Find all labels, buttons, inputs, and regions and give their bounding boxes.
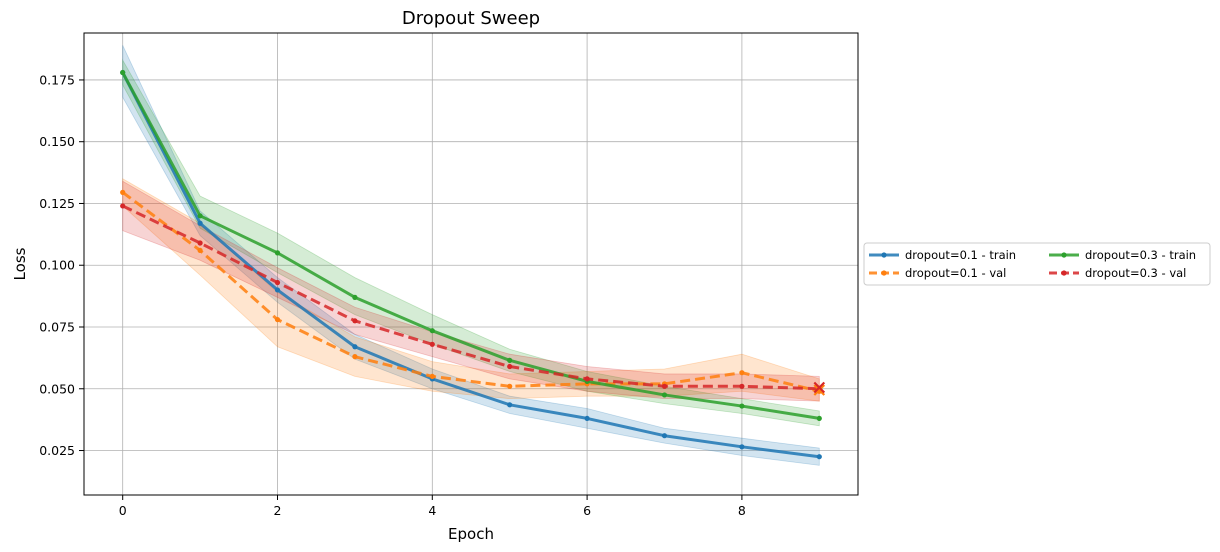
series-point-1 <box>120 189 126 195</box>
series-point-0 <box>197 220 203 226</box>
legend-marker-2 <box>1061 252 1067 258</box>
series-point-2 <box>197 213 203 219</box>
y-tick-label: 0.025 <box>39 443 75 458</box>
series-band-1 <box>122 178 820 402</box>
series-point-0 <box>274 287 281 293</box>
series-point-3 <box>352 318 358 324</box>
y-tick-label: 0.150 <box>39 134 75 149</box>
series-point-1 <box>739 370 745 376</box>
series-point-3 <box>661 383 668 389</box>
y-axis-title: Loss <box>11 247 29 280</box>
series-point-3 <box>507 363 513 370</box>
end-marker-0 <box>813 384 826 396</box>
series-point-1 <box>429 373 435 380</box>
legend-label-0: dropout=0.1 - train <box>905 248 1016 262</box>
legend-marker-3 <box>1061 270 1067 276</box>
y-tick-label: 0.100 <box>39 258 75 273</box>
series-point-3 <box>197 240 203 246</box>
x-tick-label: 0 <box>119 503 127 518</box>
x-tick-label: 8 <box>738 503 746 518</box>
legend-marker-0 <box>881 252 887 258</box>
series-point-1 <box>274 316 281 323</box>
series-point-2 <box>352 294 358 300</box>
series-point-3 <box>274 279 281 286</box>
chart-title: Dropout Sweep <box>402 8 540 29</box>
legend-label-2: dropout=0.3 - train <box>1085 248 1196 262</box>
series-point-2 <box>429 328 435 334</box>
y-tick-label: 0.175 <box>39 72 75 87</box>
x-axis-title: Epoch <box>448 525 494 543</box>
series-line-1 <box>121 191 820 393</box>
series-point-2 <box>274 250 281 256</box>
x-tick-label: 6 <box>583 503 591 518</box>
plot-area <box>84 33 858 495</box>
series-point-0 <box>584 415 590 422</box>
series-point-0 <box>507 402 513 408</box>
legend-label-3: dropout=0.3 - val <box>1085 266 1186 280</box>
plot-frame <box>83 32 859 496</box>
series-band-2 <box>122 58 820 427</box>
series-point-1 <box>197 247 203 254</box>
series-point-1 <box>507 383 513 389</box>
y-tick-label: 0.050 <box>39 381 75 396</box>
y-tick-label: 0.125 <box>39 196 75 211</box>
series-point-1 <box>352 354 358 360</box>
legend-label-1: dropout=0.1 - val <box>905 266 1006 280</box>
y-tick-label: 0.075 <box>39 320 75 335</box>
end-marker-1 <box>813 381 826 394</box>
series-line-2 <box>121 71 820 420</box>
series-point-0 <box>816 454 822 460</box>
series-point-2 <box>739 403 745 409</box>
x-tick-label: 2 <box>274 503 282 518</box>
series-point-3 <box>584 376 590 382</box>
series-line-3 <box>122 204 820 391</box>
series-point-0 <box>739 444 745 450</box>
series-point-3 <box>429 341 435 347</box>
series-point-2 <box>816 415 822 422</box>
series-point-2 <box>120 69 126 76</box>
series-band-0 <box>122 45 820 466</box>
series-line-0 <box>121 71 820 459</box>
series-point-2 <box>507 357 513 363</box>
series-point-3 <box>120 203 126 209</box>
series-point-0 <box>661 433 668 439</box>
x-tick-label: 4 <box>428 503 436 518</box>
legend-box <box>863 242 1211 286</box>
legend-marker-1 <box>881 270 887 276</box>
series-point-2 <box>661 392 668 398</box>
series-point-3 <box>739 383 745 389</box>
series-point-0 <box>352 344 358 350</box>
